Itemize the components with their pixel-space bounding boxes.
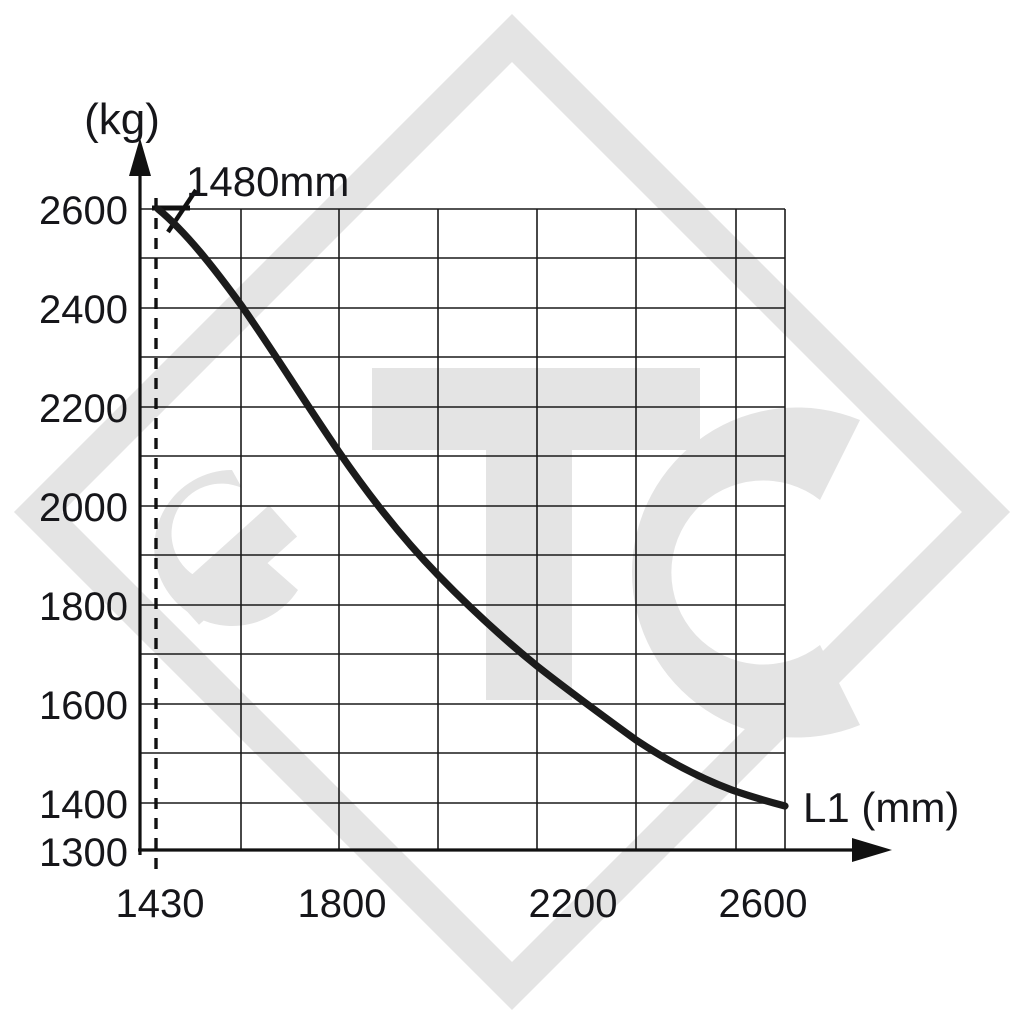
y-tick-label-1600: 1600 bbox=[39, 684, 128, 728]
y-axis bbox=[129, 138, 151, 855]
y-axis-arrow-icon bbox=[129, 138, 151, 176]
y-tick-label-1800: 1800 bbox=[39, 585, 128, 629]
x-tick-label-1430: 1430 bbox=[116, 882, 205, 926]
x-axis-arrow-icon bbox=[852, 838, 892, 862]
y-tick-label-2200: 2200 bbox=[39, 387, 128, 431]
x-tick-label-2600: 2600 bbox=[719, 882, 808, 926]
y-tick-labels: 2600 2400 2200 2000 1800 1600 1400 1300 bbox=[39, 189, 128, 875]
x-tick-label-1800: 1800 bbox=[298, 882, 387, 926]
x-axis-unit-label: L1 (mm) bbox=[803, 784, 959, 831]
watermark-text-etc bbox=[154, 368, 860, 738]
y-tick-label-1400: 1400 bbox=[39, 783, 128, 827]
x-tick-label-2200: 2200 bbox=[529, 882, 618, 926]
y-tick-label-2600: 2600 bbox=[39, 189, 128, 233]
x-tick-labels: 1430 1800 2200 2600 bbox=[116, 882, 808, 926]
load-curve bbox=[154, 205, 789, 810]
watermark-diamond-icon bbox=[13, 13, 1011, 1011]
annotation-1480mm: 1480mm bbox=[186, 158, 349, 205]
x-axis bbox=[138, 838, 892, 862]
y-tick-label-2000: 2000 bbox=[39, 486, 128, 530]
y-tick-label-2400: 2400 bbox=[39, 288, 128, 332]
horizontal-gridlines bbox=[140, 208, 785, 851]
y-tick-label-1300: 1300 bbox=[39, 831, 128, 875]
y-axis-unit-label: (kg) bbox=[84, 95, 160, 144]
